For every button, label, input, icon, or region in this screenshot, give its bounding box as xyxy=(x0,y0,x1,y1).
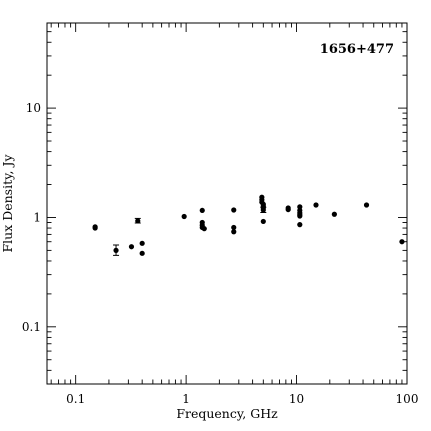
data-point xyxy=(297,213,303,219)
x-tick-label: 100 xyxy=(396,392,419,406)
data-point xyxy=(139,240,145,246)
y-tick-label: 0.1 xyxy=(22,320,41,334)
data-point xyxy=(139,250,145,256)
plot-frame xyxy=(46,22,408,385)
data-point xyxy=(181,213,187,220)
data-point xyxy=(199,207,205,214)
data-point xyxy=(399,239,405,245)
data-point xyxy=(331,211,337,217)
x-tick-label: 10 xyxy=(289,392,304,406)
data-point xyxy=(363,202,370,208)
x-axis-title: Frequency, GHz xyxy=(176,406,278,421)
x-tick-label: 0.1 xyxy=(66,392,85,406)
x-tick-label: 1 xyxy=(182,392,190,406)
data-point xyxy=(313,202,319,208)
data-point xyxy=(128,244,135,250)
data-point xyxy=(297,222,303,228)
data-point xyxy=(260,218,266,225)
data-point xyxy=(201,226,207,232)
data-point xyxy=(260,207,266,213)
data-point xyxy=(231,224,237,231)
points-layer xyxy=(92,194,405,256)
y-tick-label: 10 xyxy=(26,101,41,115)
data-point xyxy=(285,206,291,213)
data-point xyxy=(113,247,119,253)
ticks-layer: 0.1 1 10 100 0.1 1 10 xyxy=(22,22,419,406)
y-axis-title: Flux Density, Jy xyxy=(0,154,15,253)
data-point xyxy=(92,225,98,231)
y-tick-label: 1 xyxy=(33,210,41,224)
data-point xyxy=(231,229,237,235)
data-point xyxy=(231,207,237,213)
chart-title: 1656+477 xyxy=(320,42,394,57)
data-point xyxy=(135,218,141,224)
